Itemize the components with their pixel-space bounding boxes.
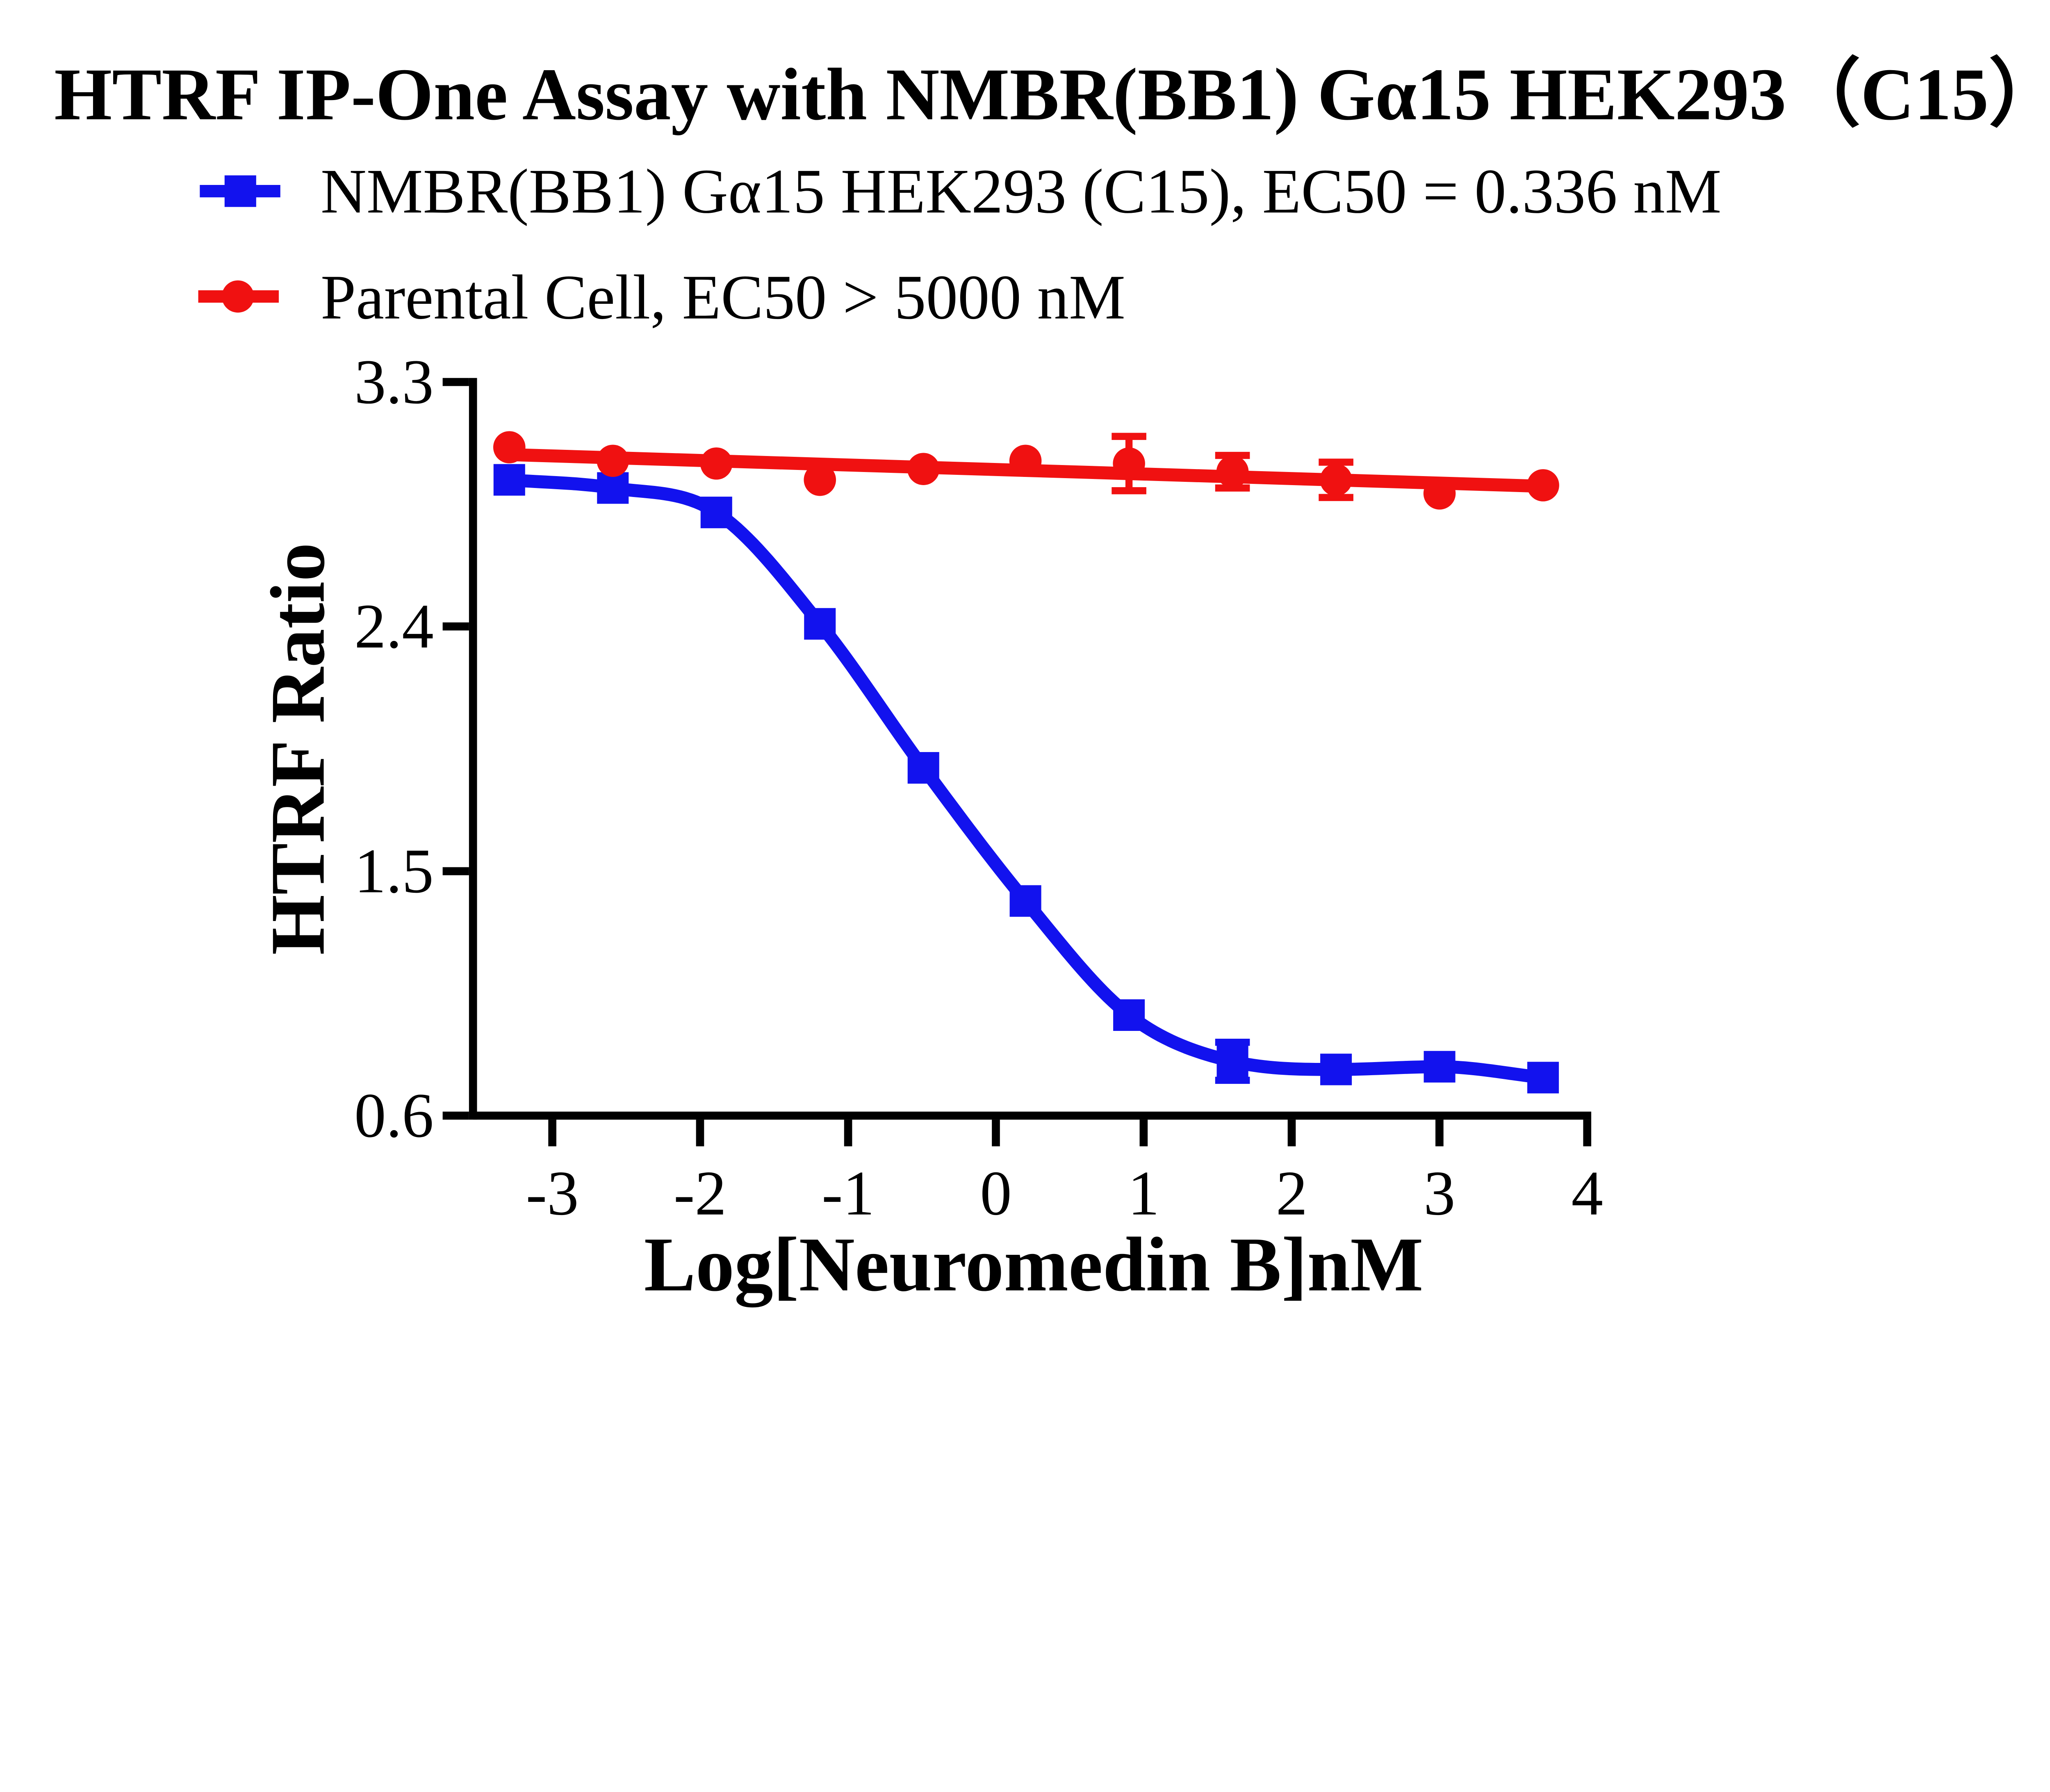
data-point-square bbox=[1216, 1045, 1248, 1077]
legend-item-parental: Parental Cell, EC50 > 5000 nM bbox=[198, 262, 1125, 333]
y-tick-labels: 3.3 2.4 1.5 0.6 bbox=[354, 347, 434, 1151]
x-tick-3 bbox=[1435, 1119, 1444, 1147]
x-tick-0 bbox=[992, 1119, 1000, 1147]
data-point-circle bbox=[1423, 477, 1456, 510]
legend: NMBR(BB1) Gα15 HEK293 (C15), EC50 = 0.33… bbox=[198, 156, 1722, 333]
plot-series bbox=[493, 431, 1559, 1094]
y-tick-label-0.6: 0.6 bbox=[354, 1080, 434, 1151]
data-point-circle bbox=[804, 463, 836, 496]
x-tick-4 bbox=[1583, 1119, 1592, 1147]
x-tick-label-0: 0 bbox=[980, 1158, 1011, 1229]
data-point-circle bbox=[1320, 463, 1352, 496]
x-tick-label-3: 3 bbox=[1424, 1158, 1455, 1229]
data-point-square bbox=[493, 464, 525, 496]
y-tick-2.4 bbox=[442, 622, 469, 631]
x-tick-label-4: 4 bbox=[1572, 1158, 1603, 1229]
data-point-square bbox=[700, 497, 732, 529]
data-point-square bbox=[1113, 999, 1145, 1031]
background bbox=[0, 0, 2050, 1354]
legend-label-nmbr: NMBR(BB1) Gα15 HEK293 (C15), EC50 = 0.33… bbox=[321, 156, 1722, 226]
chart-title: HTRF IP-One Assay with NMBR(BB1) Gα15 HE… bbox=[54, 53, 2050, 136]
data-point-square bbox=[1009, 885, 1041, 917]
x-tick-neg2 bbox=[696, 1119, 704, 1147]
figure-canvas: HTRF IP-One Assay with NMBR(BB1) Gα15 HE… bbox=[0, 0, 2050, 1354]
data-point-circle bbox=[597, 445, 629, 477]
y-axis-line bbox=[469, 378, 477, 1120]
y-tick-0.6 bbox=[442, 1111, 469, 1120]
y-axis-title: HTRF Ratio bbox=[255, 543, 341, 955]
x-tick-labels: -3 -2 -1 0 1 2 3 4 bbox=[526, 1158, 1603, 1229]
y-tick-label-1.5: 1.5 bbox=[354, 836, 434, 906]
data-point-square bbox=[907, 752, 939, 784]
data-point-circle bbox=[1113, 447, 1145, 480]
data-point-circle bbox=[1009, 445, 1042, 477]
legend-label-parental: Parental Cell, EC50 > 5000 nM bbox=[321, 262, 1125, 333]
data-point-square bbox=[1424, 1051, 1456, 1083]
x-tick-neg3 bbox=[548, 1119, 556, 1147]
data-point-square bbox=[1320, 1053, 1352, 1085]
data-point-square bbox=[597, 472, 629, 504]
x-tick-2 bbox=[1287, 1119, 1296, 1147]
axes-frame bbox=[442, 378, 1592, 1147]
y-tick-3.3 bbox=[442, 378, 469, 386]
data-point-circle bbox=[1216, 455, 1249, 488]
data-point-circle bbox=[907, 453, 940, 485]
data-point-square bbox=[1527, 1062, 1559, 1094]
data-point-circle bbox=[1527, 469, 1559, 502]
x-tick-label-1: 1 bbox=[1128, 1158, 1159, 1229]
data-point-circle bbox=[493, 431, 526, 463]
x-tick-label-neg1: -1 bbox=[822, 1158, 875, 1229]
legend-circle-marker-icon bbox=[221, 280, 254, 313]
x-axis-line bbox=[473, 1111, 1592, 1120]
y-tick-label-3.3: 3.3 bbox=[354, 347, 434, 417]
y-tick-1.5 bbox=[442, 867, 469, 875]
x-tick-label-2: 2 bbox=[1276, 1158, 1307, 1229]
x-tick-1 bbox=[1139, 1119, 1148, 1147]
data-point-circle bbox=[700, 447, 733, 480]
legend-item-nmbr: NMBR(BB1) Gα15 HEK293 (C15), EC50 = 0.33… bbox=[200, 156, 1722, 226]
y-tick-label-2.4: 2.4 bbox=[354, 591, 434, 661]
x-tick-neg1 bbox=[844, 1119, 852, 1147]
x-tick-label-neg2: -2 bbox=[674, 1158, 727, 1229]
x-tick-label-neg3: -3 bbox=[526, 1158, 579, 1229]
data-point-square bbox=[804, 608, 836, 640]
legend-square-marker-icon bbox=[224, 175, 256, 207]
x-axis-title: Log[Neuromedin B]nM bbox=[644, 1222, 1424, 1308]
